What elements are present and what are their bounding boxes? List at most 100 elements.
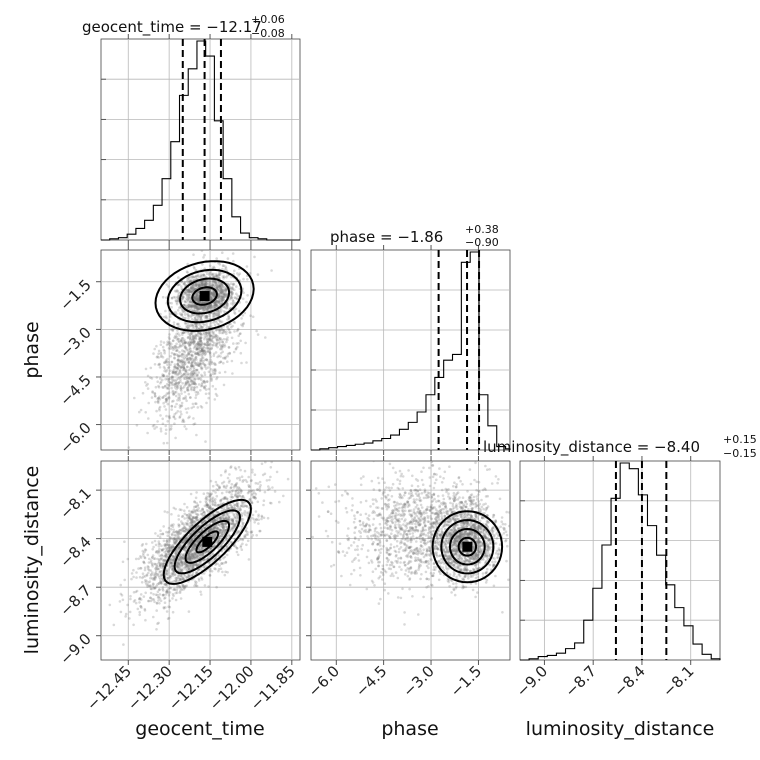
sample-point: [217, 294, 221, 298]
sample-point: [183, 303, 187, 307]
sample-point: [217, 511, 220, 515]
sample-point: [213, 302, 216, 306]
sample-point: [211, 507, 215, 511]
sample-point: [185, 305, 189, 308]
sample-point: [164, 361, 168, 364]
sample-point: [159, 563, 162, 566]
sample-point: [169, 355, 172, 358]
sample-point: [210, 291, 214, 295]
sample-point: [185, 399, 188, 403]
sample-point: [254, 496, 257, 500]
sample-point: [207, 396, 210, 400]
sample-point: [169, 315, 172, 318]
sample-point: [193, 422, 197, 426]
sample-point: [205, 358, 208, 361]
sample-point: [192, 275, 195, 279]
sample-point: [161, 532, 165, 536]
sample-point: [204, 392, 208, 396]
sample-point: [190, 388, 193, 392]
sample-point: [221, 291, 225, 294]
sample-point: [212, 330, 215, 334]
sample-point: [210, 546, 213, 549]
sample-point: [170, 532, 174, 536]
sample-point: [182, 566, 186, 570]
sample-point: [229, 297, 233, 300]
sample-point: [216, 562, 219, 566]
sample-point: [238, 487, 241, 490]
sample-point: [181, 569, 184, 572]
sample-point: [200, 354, 203, 358]
sample-point: [196, 373, 200, 377]
sample-point: [203, 305, 207, 309]
sample-point: [197, 305, 201, 308]
sample-point: [158, 408, 161, 412]
sample-point: [173, 384, 177, 387]
sample-point: [270, 269, 273, 272]
sample-point: [167, 545, 171, 549]
sample-point: [222, 337, 226, 341]
sample-point: [204, 300, 207, 304]
sample-point: [195, 393, 198, 397]
sample-point: [184, 341, 187, 345]
sample-point: [170, 572, 173, 575]
sample-point: [185, 270, 189, 274]
sample-point: [194, 324, 198, 328]
sample-point: [186, 278, 189, 282]
sample-point: [220, 283, 224, 287]
sample-point: [162, 394, 166, 398]
sample-point: [199, 536, 202, 540]
sample-point: [203, 351, 206, 354]
sample-point: [209, 296, 212, 300]
sample-point: [221, 541, 225, 544]
sample-point: [177, 381, 181, 384]
sample-point: [195, 532, 199, 536]
sample-point: [195, 296, 199, 299]
sample-point: [192, 286, 195, 290]
sample-point: [164, 583, 167, 586]
sample-point: [188, 300, 192, 304]
sample-point: [202, 332, 205, 336]
sample-point: [180, 287, 184, 291]
sample-point: [227, 516, 231, 519]
sample-point: [185, 523, 189, 526]
sample-point: [217, 282, 221, 286]
sample-point: [171, 555, 175, 558]
sample-point: [249, 479, 253, 483]
sample-point: [189, 315, 193, 318]
sample-point: [221, 251, 224, 254]
sample-point: [238, 530, 241, 533]
sample-point: [197, 345, 200, 348]
sample-point: [172, 559, 175, 562]
sample-point: [171, 558, 175, 562]
sample-point: [190, 317, 194, 321]
sample-point: [211, 553, 214, 556]
sample-point: [189, 358, 192, 361]
sample-point: [179, 587, 182, 590]
sample-point: [229, 282, 233, 286]
sample-point: [187, 300, 190, 303]
sample-point: [214, 501, 217, 505]
sample-point: [222, 524, 226, 528]
sample-point: [193, 544, 196, 548]
sample-point: [173, 405, 177, 409]
sample-point: [209, 304, 213, 307]
sample-point: [225, 301, 229, 305]
sample-point: [175, 378, 178, 381]
sample-point: [175, 369, 179, 373]
sample-point: [168, 530, 171, 533]
sample-point: [190, 385, 194, 389]
sample-point: [200, 512, 204, 516]
sample-point: [194, 306, 198, 309]
sample-point: [154, 576, 157, 580]
sample-point: [214, 303, 217, 307]
sample-point: [213, 281, 217, 284]
sample-point: [223, 293, 226, 296]
sample-point: [200, 275, 203, 278]
sample-point: [213, 285, 217, 288]
sample-point: [174, 372, 177, 376]
sample-point: [163, 351, 166, 355]
sample-point: [228, 515, 231, 518]
sample-point: [211, 312, 215, 315]
sample-point: [226, 304, 229, 308]
sample-point: [193, 304, 196, 308]
